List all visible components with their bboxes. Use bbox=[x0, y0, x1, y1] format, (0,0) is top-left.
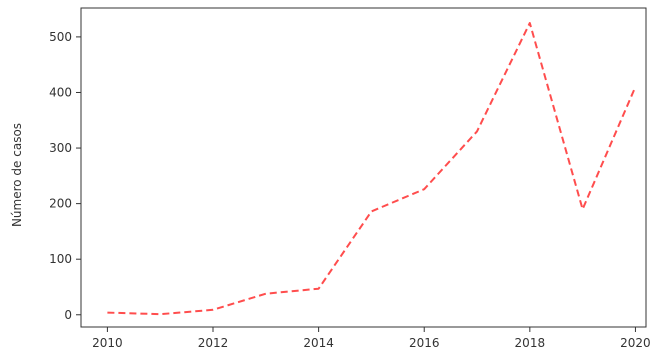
y-tick-label: 200 bbox=[49, 197, 72, 211]
series-line-0 bbox=[107, 22, 637, 316]
data-point bbox=[582, 208, 584, 210]
x-tick-label: 2018 bbox=[515, 336, 546, 350]
data-point bbox=[106, 312, 108, 314]
series-layer bbox=[106, 22, 637, 316]
x-tick-label: 2012 bbox=[198, 336, 229, 350]
x-axis-ticks: 2010 2012 2014 2016 2018 2020 bbox=[92, 327, 651, 350]
y-axis-title: Número de casos bbox=[10, 123, 24, 227]
data-point bbox=[159, 313, 161, 315]
data-point bbox=[529, 22, 531, 24]
x-tick-label: 2020 bbox=[620, 336, 651, 350]
y-tick-label: 300 bbox=[49, 141, 72, 155]
y-tick-label: 100 bbox=[49, 252, 72, 266]
data-point bbox=[370, 210, 372, 212]
y-axis-ticks: 0 100 200 300 400 500 bbox=[49, 30, 81, 322]
y-tick-label: 400 bbox=[49, 85, 72, 99]
x-tick-label: 2010 bbox=[92, 336, 123, 350]
data-point bbox=[423, 188, 425, 190]
data-point bbox=[265, 293, 267, 295]
data-point bbox=[476, 130, 478, 132]
data-point bbox=[318, 288, 320, 290]
x-tick-label: 2016 bbox=[409, 336, 440, 350]
data-point bbox=[634, 86, 636, 88]
y-tick-label: 0 bbox=[64, 308, 72, 322]
y-tick-label: 500 bbox=[49, 30, 72, 44]
x-tick-label: 2014 bbox=[303, 336, 334, 350]
plot-frame bbox=[80, 7, 647, 328]
data-point bbox=[212, 309, 214, 311]
